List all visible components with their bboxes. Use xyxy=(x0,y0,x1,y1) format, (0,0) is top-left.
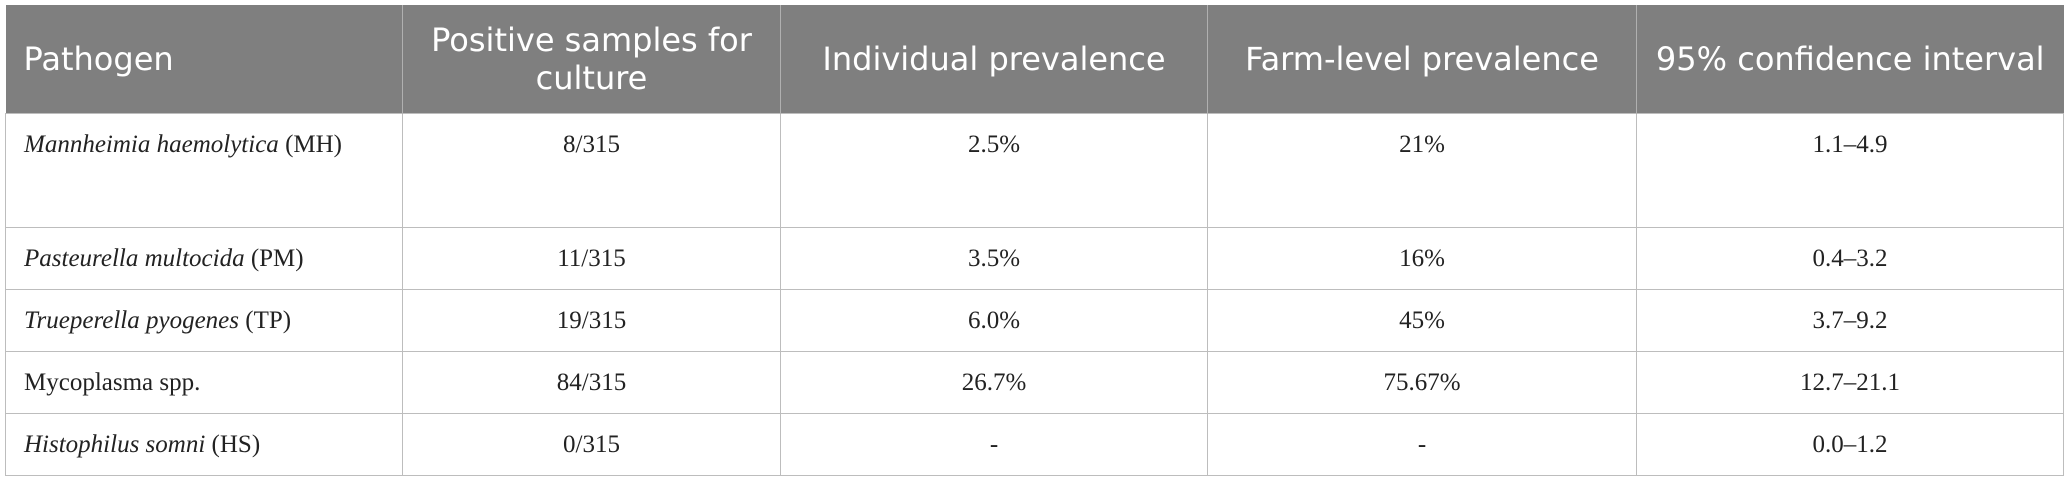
table-row: Mycoplasma spp. 84/315 26.7% 75.67% 12.7–21.… xyxy=(5,351,2064,414)
pathogen-suffix: (HS) xyxy=(211,431,261,458)
data-cell: 12.7–21.1 xyxy=(1636,351,2064,414)
data-cell: 3.7–9.2 xyxy=(1636,289,2064,352)
pathogen-suffix: (MH) xyxy=(285,131,342,158)
pathogen-suffix: (PM) xyxy=(250,245,304,272)
pathogen-suffix: Mycoplasma spp. xyxy=(24,369,201,396)
data-cell: 1.1–4.9 xyxy=(1636,113,2064,228)
pathogen-cell: Trueperella pyogenes (TP) xyxy=(5,289,403,352)
data-cell: 0/315 xyxy=(402,413,781,476)
pathogen-cell: Pasteurella multocida (PM) xyxy=(5,227,403,290)
data-cell: - xyxy=(1207,413,1637,476)
pathogen-cell: Mannheimia haemolytica (MH) xyxy=(5,113,403,228)
header-cell: Farm-level prevalence xyxy=(1207,5,1637,114)
pathogen-italic: Trueperella pyogenes xyxy=(24,307,240,334)
header-cell: Individual prevalence xyxy=(780,5,1208,114)
pathogen-cell: Histophilus somni (HS) xyxy=(5,413,403,476)
data-cell: 3.5% xyxy=(780,227,1208,290)
pathogen-name: Trueperella pyogenes (TP) xyxy=(24,296,359,345)
pathogen-italic: Mannheimia haemolytica xyxy=(24,131,279,158)
pathogen-name: Pasteurella multocida (PM) xyxy=(24,234,359,283)
pathogen-italic: Pasteurella multocida xyxy=(24,245,245,272)
header-cell: 95% confidence interval xyxy=(1636,5,2064,114)
pathogen-italic: Histophilus somni xyxy=(24,431,206,458)
table-row: Trueperella pyogenes (TP) 19/315 6.0% 45% 3.… xyxy=(5,289,2064,352)
data-cell: 75.67% xyxy=(1207,351,1637,414)
table-body: Mannheimia haemolytica (MH) 8/315 2.5% 21% 1… xyxy=(5,113,2064,476)
data-cell: 84/315 xyxy=(402,351,781,414)
data-cell: 2.5% xyxy=(780,113,1208,228)
table-row: Histophilus somni (HS) 0/315- -0.0–1.2 xyxy=(5,413,2064,476)
header-cell: Positive samples for culture xyxy=(402,5,781,114)
data-cell: 26.7% xyxy=(780,351,1208,414)
pathogen-cell: Mycoplasma spp. xyxy=(5,351,403,414)
data-cell: 0.4–3.2 xyxy=(1636,227,2064,290)
data-cell: 8/315 xyxy=(402,113,781,228)
table-row: Pasteurella multocida (PM) 11/315 3.5% 16% 0… xyxy=(5,227,2064,290)
prevalence-table: Pathogen Positive samples for culture Indi… xyxy=(5,5,2064,476)
header-row: Pathogen Positive samples for culture Indi… xyxy=(5,5,2064,114)
data-cell: 6.0% xyxy=(780,289,1208,352)
data-cell: 45% xyxy=(1207,289,1637,352)
data-cell: 16% xyxy=(1207,227,1637,290)
data-cell: - xyxy=(780,413,1208,476)
data-cell: 0.0–1.2 xyxy=(1636,413,2064,476)
data-cell: 19/315 xyxy=(402,289,781,352)
pathogen-name: Histophilus somni (HS) xyxy=(24,420,359,469)
table-row: Mannheimia haemolytica (MH) 8/315 2.5% 21% 1… xyxy=(5,113,2064,228)
pathogen-name: Mycoplasma spp. xyxy=(24,358,359,407)
data-cell: 21% xyxy=(1207,113,1637,228)
pathogen-name: Mannheimia haemolytica (MH) xyxy=(24,120,359,169)
header-cell: Pathogen xyxy=(5,5,403,114)
data-cell: 11/315 xyxy=(402,227,781,290)
pathogen-suffix: (TP) xyxy=(245,307,292,334)
